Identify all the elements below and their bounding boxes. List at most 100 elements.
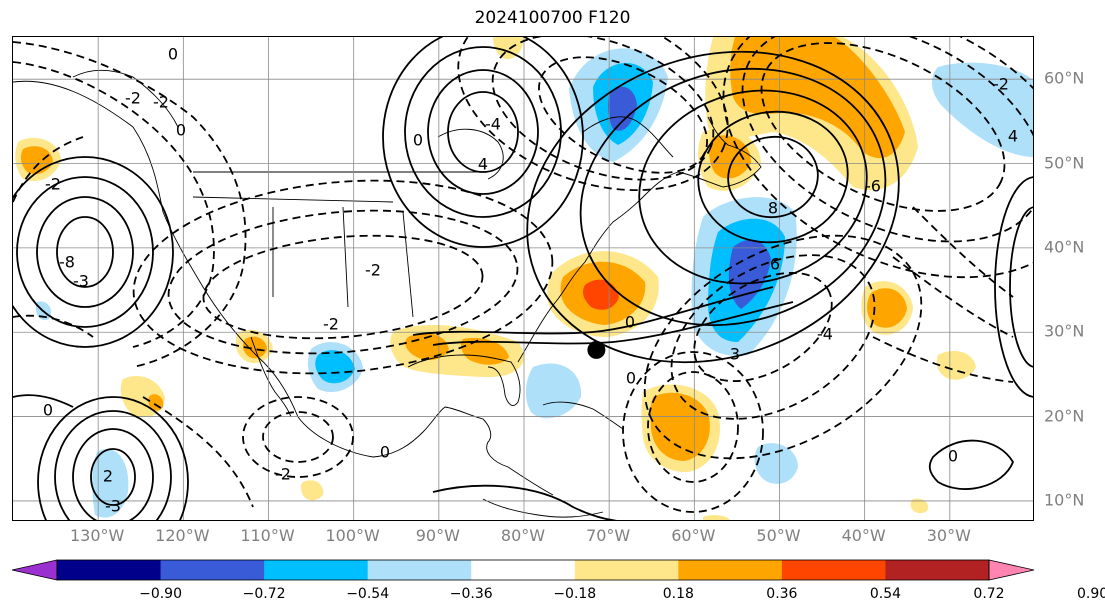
colorbar-segment — [885, 560, 990, 580]
contour-value-label: 8 — [768, 199, 778, 218]
negative-contour — [760, 42, 1006, 212]
negative-contour — [262, 411, 334, 463]
negative-contour — [13, 61, 215, 348]
map-panel[interactable]: 0 -2 -3 -4 4 0 -2 -2 -6 8 6 -4 3 0 0 2 -3 -2 0 0 4 -2 0 -2 -8 0 -2 — [12, 36, 1034, 521]
coastline — [13, 80, 446, 458]
anomaly-shade — [728, 239, 771, 309]
anomaly-shade — [703, 514, 730, 520]
longitude-label: 120°W — [155, 526, 210, 545]
coastline — [72, 69, 179, 128]
contour-value-label: -3 — [73, 272, 89, 291]
negative-contour — [132, 179, 554, 375]
negative-contour — [457, 37, 729, 192]
negative-contour — [13, 314, 94, 338]
anomaly-shade — [493, 37, 524, 60]
negative-contour — [202, 234, 484, 340]
positive-contour — [90, 448, 136, 506]
colorbar-segment — [781, 560, 886, 580]
contour-value-label: -4 — [817, 325, 833, 344]
coastline — [250, 336, 292, 418]
longitude-label: 130°W — [69, 526, 125, 545]
colorbar-tick-label: −0.36 — [449, 586, 493, 602]
map-canvas: 0 -2 -3 -4 4 0 -2 -2 -6 8 6 -4 3 0 0 2 -3 -2 0 0 4 -2 0 -2 -8 0 -2 — [13, 37, 1033, 520]
colorbar-tick-label: 0.36 — [766, 586, 798, 602]
negative-contour — [167, 209, 519, 355]
contour-value-label: -2 — [125, 89, 141, 108]
positive-contour — [928, 439, 1015, 490]
height-contours — [13, 37, 1033, 520]
contour-value-label: -8 — [59, 253, 75, 272]
coastline — [437, 128, 504, 180]
contour-value-label: 0 — [380, 443, 390, 462]
negative-contour — [693, 272, 833, 382]
contour-value-label: -6 — [865, 177, 881, 196]
longitude-label: 50°W — [756, 526, 801, 545]
anomaly-shade — [583, 279, 619, 310]
anomaly-shade — [910, 498, 929, 514]
colorbar-tick-label: 0.18 — [662, 586, 694, 602]
colorbar-outline — [56, 559, 990, 581]
contour-value-label: 6 — [770, 255, 780, 274]
negative-contour — [538, 56, 708, 174]
anomaly-shade — [525, 363, 582, 419]
coastline — [192, 171, 483, 318]
colorbar-tick-label: 0.54 — [869, 586, 902, 602]
negative-contour — [13, 41, 247, 368]
longitude-label: 80°W — [500, 526, 546, 545]
longitude-label: 60°W — [671, 526, 716, 545]
positive-contour — [36, 196, 134, 308]
anomaly-shade — [936, 351, 976, 380]
map-title: 2024100700 F120 — [474, 8, 631, 28]
positive-contour — [16, 176, 154, 328]
coastline — [407, 354, 521, 406]
negative-contour — [491, 37, 715, 181]
colorbar-tick-label: 0.72 — [973, 586, 1005, 602]
contour-value-label: 4 — [1008, 127, 1018, 146]
longitude-label: 90°W — [415, 526, 460, 545]
colorbar-segment — [574, 560, 679, 580]
negative-contour — [741, 37, 1033, 243]
positive-contour — [526, 50, 900, 364]
anomaly-shade — [730, 37, 905, 159]
positive-contour — [697, 110, 849, 244]
contour-value-label: 3 — [730, 345, 740, 364]
anomaly-shade — [932, 62, 1033, 157]
storm-center-marker — [587, 340, 606, 359]
longitude-label: 70°W — [586, 526, 631, 545]
colorbar-segment — [678, 560, 783, 580]
positive-contour — [382, 37, 584, 248]
positive-contour — [1009, 206, 1033, 368]
coastline — [677, 116, 762, 188]
negative-contour — [912, 206, 1014, 298]
negative-contour — [872, 336, 1014, 383]
contour-value-label: -3 — [105, 497, 121, 516]
longitude-label: 40°W — [841, 526, 886, 545]
colorbar — [11, 559, 1035, 581]
colorbar-segment — [160, 560, 265, 580]
contour-value-label: -4 — [485, 115, 501, 134]
contour-value-label: -2 — [153, 93, 169, 112]
anomaly-shade — [754, 443, 798, 484]
contour-value-label: 0 — [176, 121, 186, 140]
contour-value-label: -2 — [275, 465, 291, 484]
positive-contour — [638, 89, 868, 285]
positive-contour — [447, 91, 519, 173]
anomaly-shade — [315, 350, 355, 384]
latitude-label: 60°N — [1044, 68, 1085, 88]
colorbar-extend-low — [11, 559, 58, 581]
coastline — [482, 498, 604, 518]
latitude-label: 10°N — [1044, 490, 1085, 510]
colorbar-segment — [367, 560, 472, 580]
colorbar-segment — [264, 560, 369, 580]
colorbar-tick-label: 0.90 — [1076, 586, 1105, 602]
positive-contour — [994, 176, 1033, 398]
latitude-label: 30°N — [1044, 321, 1085, 341]
colorbar-segment — [471, 560, 576, 580]
positive-contour — [412, 286, 774, 336]
negative-contour — [622, 351, 764, 513]
positive-contour — [13, 394, 74, 408]
colorbar-tick-label: −0.18 — [553, 586, 597, 602]
contour-value-label: 0 — [625, 313, 635, 332]
coastline — [542, 401, 624, 430]
positive-contour — [404, 46, 562, 218]
